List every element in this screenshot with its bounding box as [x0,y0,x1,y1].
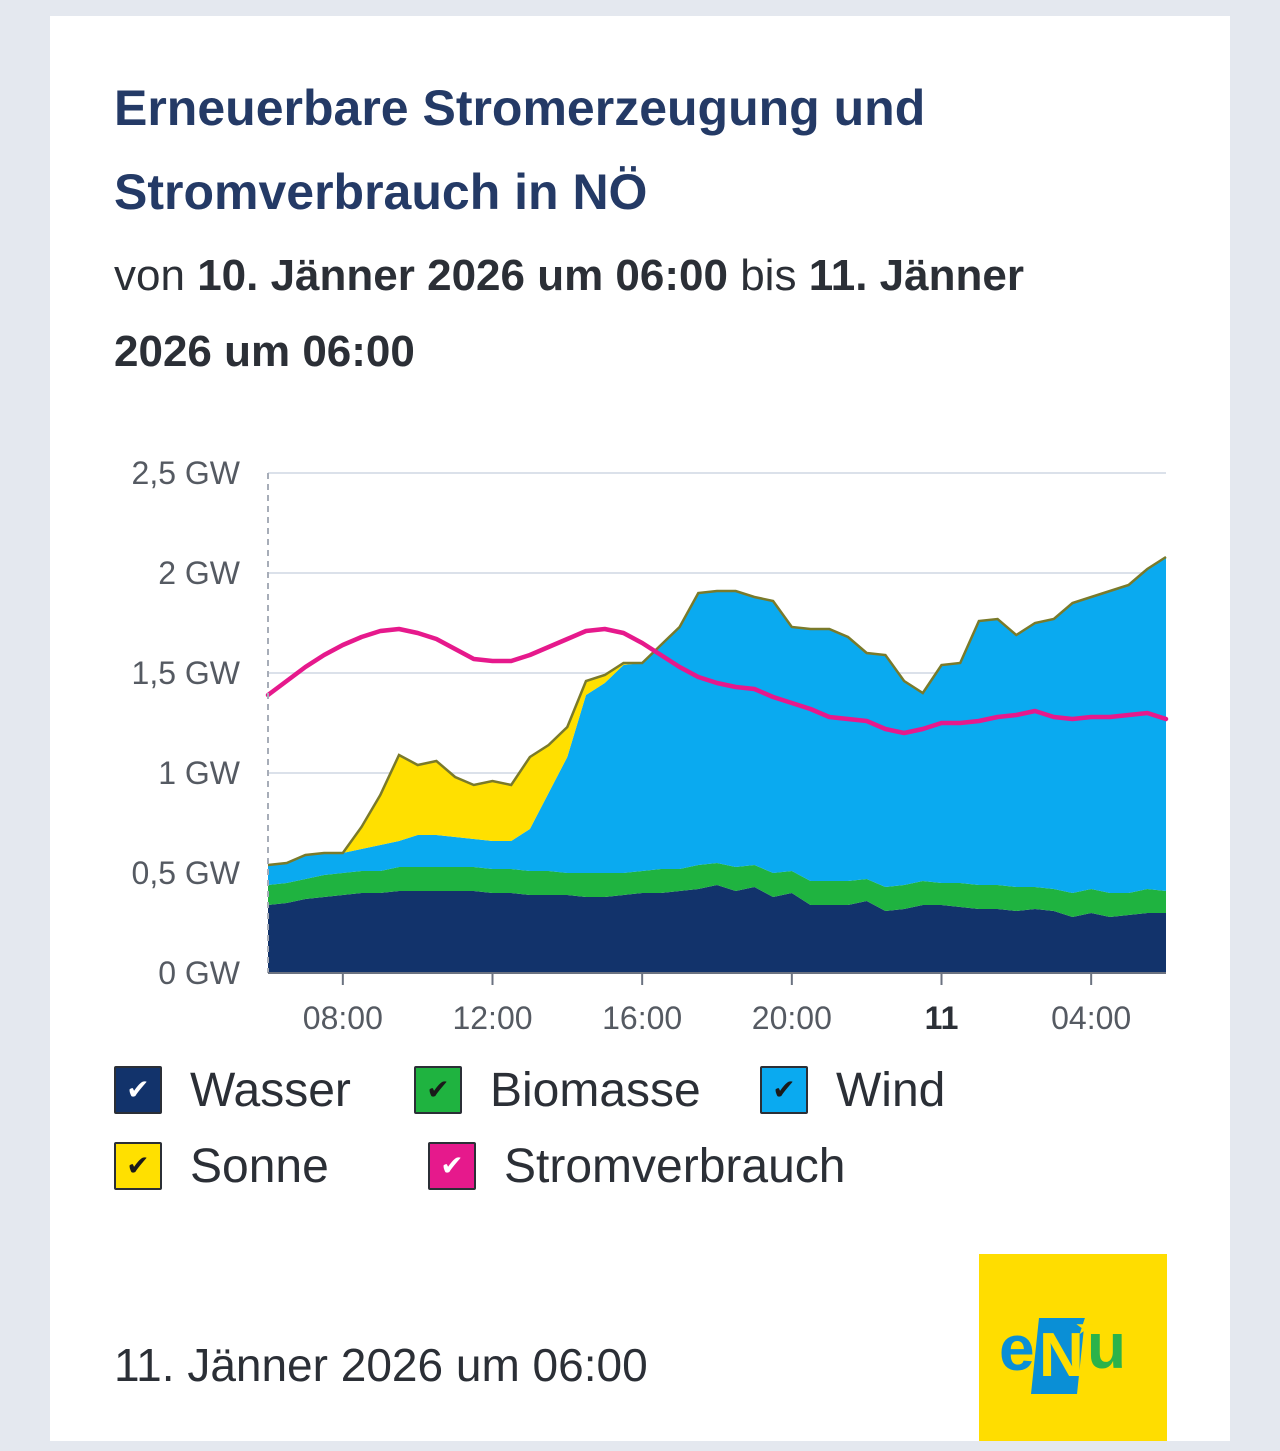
stack-top-outline [267,555,1167,867]
legend-item-stromverbrauch[interactable]: ✔ Stromverbrauch [428,1139,846,1193]
check-icon: ✔ [772,1074,796,1105]
stacked-areas [267,555,1167,973]
y-tick-label: 0 GW [158,955,241,991]
x-tick-label: 16:00 [602,1000,682,1036]
subtitle-from: 10. Jänner 2026 um 06:00 [197,251,728,300]
x-tick-label: 12:00 [452,1000,532,1036]
legend-item-sonne[interactable]: ✔ Sonne [114,1139,329,1193]
legend-label: Stromverbrauch [504,1139,846,1193]
y-tick-label: 1 GW [158,755,241,791]
logo-letter-n: N [1039,1321,1084,1390]
check-icon: ✔ [426,1074,450,1105]
legend-item-wasser[interactable]: ✔ Wasser [114,1063,351,1117]
subtitle-middle: bis [740,251,797,300]
area-wasser[interactable] [268,885,1166,973]
check-icon: ✔ [126,1074,150,1105]
legend-checkbox-biomasse[interactable]: ✔ [414,1066,462,1114]
line-stromverbrauch[interactable] [265,626,1169,736]
legend-label: Wasser [190,1063,351,1117]
axes: 0 GW 0,5 GW 1 GW 1,5 GW 2 GW 2,5 GW 08:00 12:00… [132,455,1166,1036]
check-icon: ✔ [126,1150,150,1181]
logo-n-box [1031,1318,1085,1394]
date-range-subtitle: von 10. Jänner 2026 um 06:00 bis 11. Jän… [114,238,1134,390]
footer-date: 11. Jänner 2026 um 06:00 [114,1339,648,1391]
logo-letter-e: e [999,1312,1035,1384]
enu-logo-graphic: e N u ★ [999,1310,1126,1394]
legend-checkbox-stromverbrauch[interactable]: ✔ [428,1142,476,1190]
legend-item-wind[interactable]: ✔ Wind [760,1063,946,1117]
legend-label: Biomasse [490,1063,701,1117]
y-tick-label: 2 GW [158,555,241,591]
subtitle-prefix: von [114,251,185,300]
legend-checkbox-wind[interactable]: ✔ [760,1066,808,1114]
chart-title: Erneuerbare Stromerzeugung und Stromverb… [114,66,1114,234]
star-icon: ★ [1075,1315,1095,1340]
legend-label: Wind [836,1063,946,1117]
enu-logo: e N u ★ [979,1254,1167,1441]
x-tick-label: 11 [925,1000,959,1036]
logo-letter-u: u [1087,1310,1126,1382]
x-tick-label: 08:00 [303,1000,383,1036]
legend-label: Sonne [190,1139,329,1193]
legend-checkbox-wasser[interactable]: ✔ [114,1066,162,1114]
subtitle-to: 11. Jänner 2026 um 06:00 [114,251,1024,376]
x-tick-label: 04:00 [1051,1000,1131,1036]
consumption-line [265,626,1169,736]
area-wind[interactable] [268,557,1166,893]
title-line-1: Erneuerbare Stromerzeugung und [114,80,926,136]
title-line-2: Stromverbrauch in NÖ [114,164,648,220]
area-biomasse[interactable] [268,863,1166,917]
x-tick-label: 20:00 [752,1000,832,1036]
check-icon: ✔ [440,1150,464,1181]
y-tick-label: 0,5 GW [132,855,241,891]
y-tick-label: 1,5 GW [132,655,241,691]
legend-checkbox-sonne[interactable]: ✔ [114,1142,162,1190]
area-sonne[interactable] [268,557,1166,865]
y-tick-label: 2,5 GW [132,455,241,491]
legend-item-biomasse[interactable]: ✔ Biomasse [414,1063,701,1117]
